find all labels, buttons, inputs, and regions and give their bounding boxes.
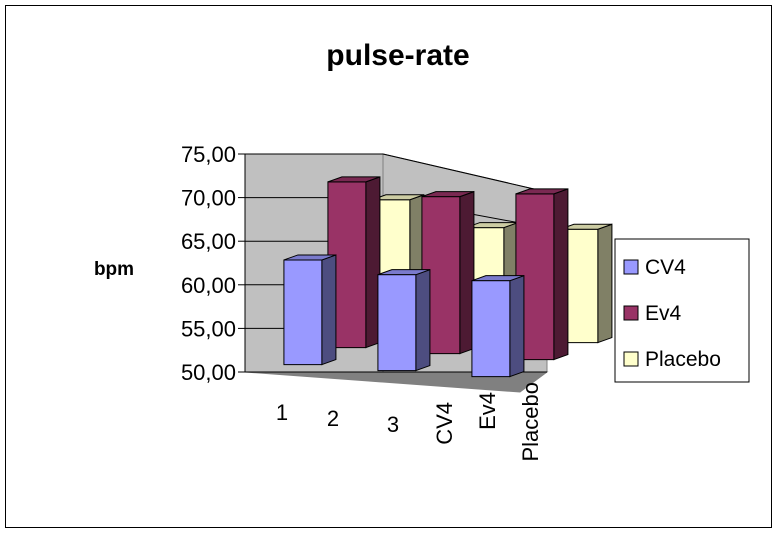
- bar-ev4-2: [421, 190, 475, 355]
- bar-cv4-3: [471, 274, 525, 378]
- legend: CV4 Ev4 Placebo: [614, 238, 750, 383]
- x-tick-label: 1: [276, 400, 288, 425]
- y-tick-label: 70,00: [181, 186, 236, 211]
- legend-label: Placebo: [645, 348, 721, 371]
- legend-swatch: [623, 259, 639, 275]
- legend-label: CV4: [645, 256, 686, 279]
- gridline: [382, 153, 548, 193]
- bar-cv4-1: [283, 254, 337, 366]
- chart-title: pulse-rate: [326, 39, 469, 72]
- bar-ev4-3: [515, 188, 569, 361]
- y-axis-ticks: 50,00 55,00 60,00 65,00 70,00 75,00: [181, 142, 246, 385]
- y-tick-label: 60,00: [181, 273, 236, 298]
- bars-group: [283, 176, 613, 378]
- depth-tick-label: Ev4: [475, 392, 500, 430]
- y-axis-label: bpm: [94, 259, 134, 280]
- bar-cv4-2: [377, 268, 431, 372]
- legend-swatch: [623, 351, 639, 367]
- y-tick-label: 55,00: [181, 316, 236, 341]
- bar-placebo-3: [559, 223, 613, 344]
- legend-swatch: [623, 305, 639, 321]
- y-tick-label: 75,00: [181, 142, 236, 167]
- y-tick-label: 65,00: [181, 229, 236, 254]
- depth-tick-label: CV4: [432, 402, 457, 445]
- x-tick-label: 3: [387, 412, 399, 437]
- y-tick-label: 50,00: [181, 360, 236, 385]
- x-axis-ticks: 1 2 3: [276, 400, 399, 437]
- depth-tick-label: Placebo: [518, 382, 543, 462]
- depth-axis-ticks: CV4 Ev4 Placebo: [432, 382, 543, 462]
- legend-label: Ev4: [645, 302, 682, 325]
- x-tick-label: 2: [327, 406, 339, 431]
